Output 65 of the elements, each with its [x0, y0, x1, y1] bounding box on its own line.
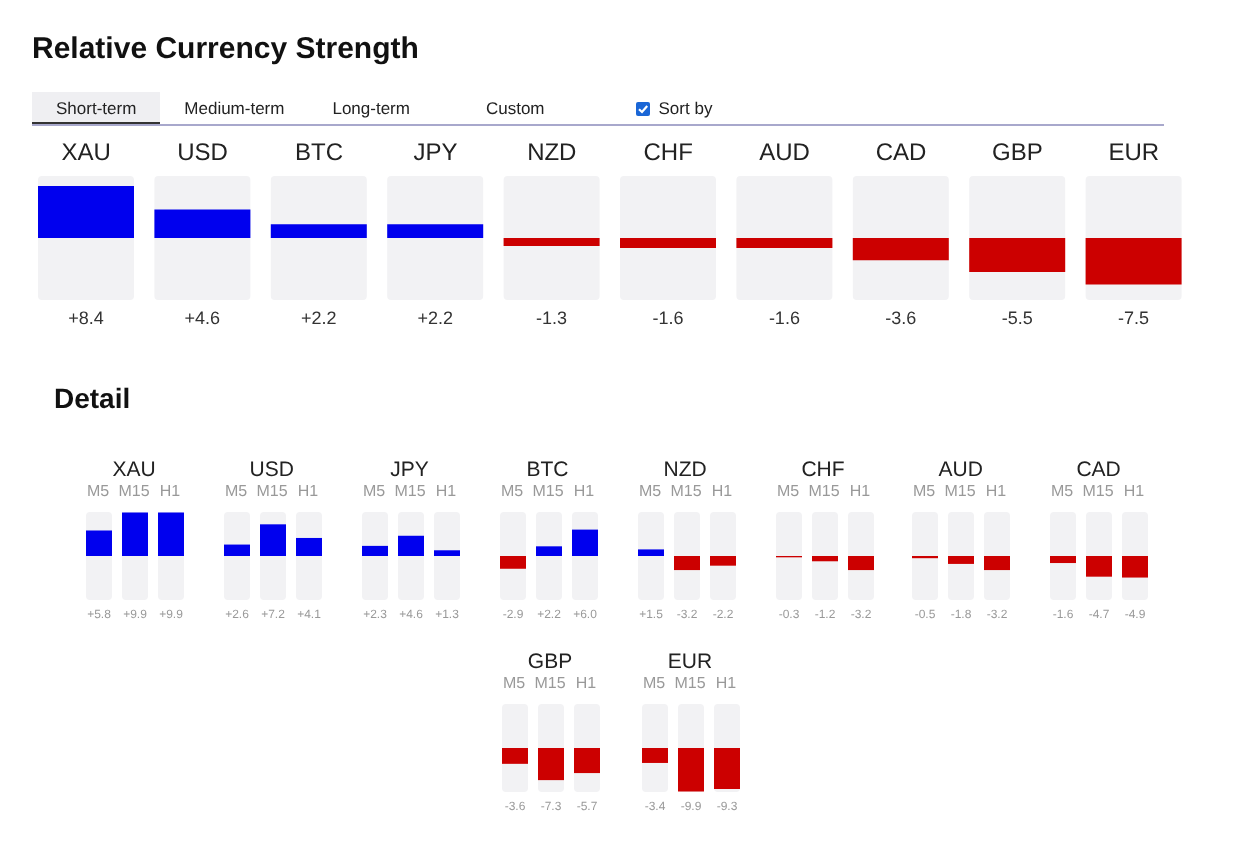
x-tick-label: CHF	[643, 138, 693, 166]
text: Detail	[54, 382, 131, 414]
x-tick-label: H1	[986, 482, 1009, 500]
text: Medium-term	[184, 98, 285, 118]
x-tick-label: M15	[807, 482, 840, 500]
x-tick-label: M5	[638, 482, 662, 500]
x-tick-label: NZD	[527, 138, 578, 166]
x-tick-label: M5	[913, 482, 937, 500]
x-tick-label: XAU	[61, 138, 111, 166]
x-tick-label: M15	[531, 482, 565, 500]
bar	[852, 238, 949, 261]
x-tick-label: M5	[642, 674, 667, 692]
x-tick-label: M15	[945, 482, 978, 500]
x-tick-label: M5	[775, 482, 800, 500]
x-tick-label: H1	[575, 674, 598, 692]
x-tick-label: JPY	[413, 138, 458, 166]
x-tick-label: H1	[297, 482, 320, 500]
x-tick-label: H1	[710, 482, 733, 500]
data-label: +8.4	[68, 308, 104, 328]
x-tick-label: M5	[362, 482, 386, 500]
x-tick-label: M15	[669, 482, 702, 500]
x-tick-label: M15	[118, 482, 151, 500]
bar	[503, 238, 600, 247]
text: Sort by	[658, 98, 713, 118]
x-tick-label: H1	[573, 482, 595, 500]
x-tick-label: M15	[256, 482, 289, 500]
x-tick-label: AUD	[759, 138, 811, 166]
bar	[969, 238, 1066, 273]
bar	[154, 209, 251, 238]
x-tick-label: M15	[394, 482, 427, 500]
x-tick-label: USD	[177, 138, 229, 166]
x-tick-label: M15	[674, 674, 707, 692]
text: Short-term	[56, 97, 137, 117]
data-label: -1.3	[536, 308, 568, 328]
data-label: +4.6	[184, 308, 221, 328]
chart-title: Relative Currency Strength	[32, 32, 419, 66]
x-tick-label: H1	[435, 482, 457, 500]
x-tick-label: H1	[159, 482, 182, 500]
bar	[270, 224, 367, 238]
data-label: -1.6	[768, 308, 800, 328]
text: Long-term	[332, 98, 410, 118]
x-tick-label: M5	[500, 482, 524, 500]
x-tick-label: EUR	[1108, 138, 1160, 166]
text: Custom	[485, 98, 545, 118]
x-tick-label: M5	[86, 482, 111, 500]
x-tick-label: H1	[715, 674, 738, 692]
data-label: +2.2	[301, 308, 337, 328]
x-tick-label: M5	[502, 674, 527, 692]
bar	[620, 238, 716, 248]
bar	[387, 224, 484, 238]
data-label: -1.6	[652, 308, 684, 328]
x-tick-label: M5	[1051, 482, 1075, 500]
data-label: -5.5	[1001, 308, 1033, 328]
x-tick-label: M5	[224, 482, 248, 500]
x-tick-label: H1	[1124, 482, 1146, 500]
data-label: -7.5	[1118, 308, 1150, 328]
data-label: -3.6	[885, 308, 917, 328]
x-tick-label: M15	[534, 674, 567, 692]
x-tick-label: CAD	[875, 138, 927, 166]
x-tick-label: BTC	[295, 138, 344, 166]
x-tick-label: GBP	[992, 138, 1043, 166]
x-tick-label: M15	[1083, 482, 1116, 500]
x-tick-label: H1	[848, 482, 871, 500]
bar	[736, 238, 833, 248]
data-label: +2.2	[417, 308, 453, 328]
